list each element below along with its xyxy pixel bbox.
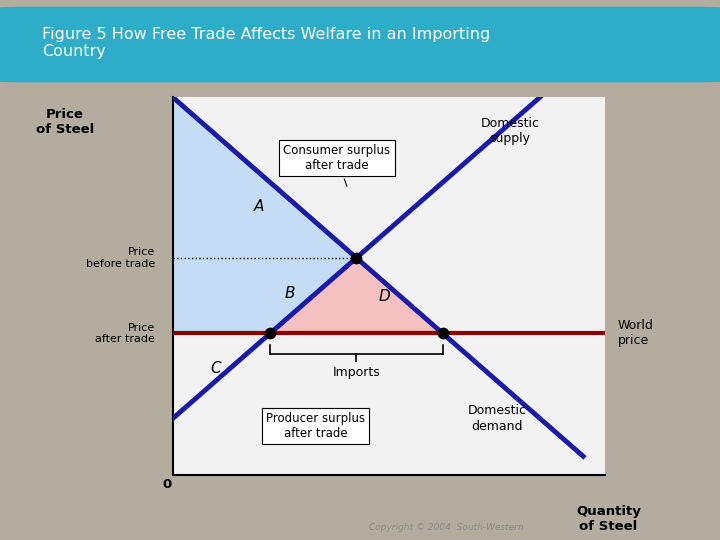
Text: Domestic
demand: Domestic demand [467,404,526,433]
Text: Producer surplus
after trade: Producer surplus after trade [266,412,365,440]
FancyBboxPatch shape [0,8,720,82]
Point [351,254,362,262]
Text: Price
of Steel: Price of Steel [36,108,94,136]
Text: C: C [211,361,221,376]
Text: World
price: World price [618,320,654,347]
Text: B: B [284,286,294,301]
Text: Quantity
of Steel: Quantity of Steel [576,505,641,533]
Text: Price
before trade: Price before trade [86,247,155,269]
Polygon shape [173,97,443,334]
Text: Price
after trade: Price after trade [95,322,155,345]
Text: A: A [254,199,264,214]
Point [264,329,276,338]
Polygon shape [270,258,443,334]
Text: 0: 0 [163,478,171,491]
Text: Consumer surplus
after trade: Consumer surplus after trade [284,144,390,186]
Text: Copyright © 2004  South-Western: Copyright © 2004 South-Western [369,523,523,532]
Point [437,329,449,338]
Text: Imports: Imports [333,366,380,379]
Text: Domestic
supply: Domestic supply [480,117,539,145]
Text: D: D [379,289,390,305]
Text: Figure 5 How Free Trade Affects Welfare in an Importing
Country: Figure 5 How Free Trade Affects Welfare … [42,27,490,59]
